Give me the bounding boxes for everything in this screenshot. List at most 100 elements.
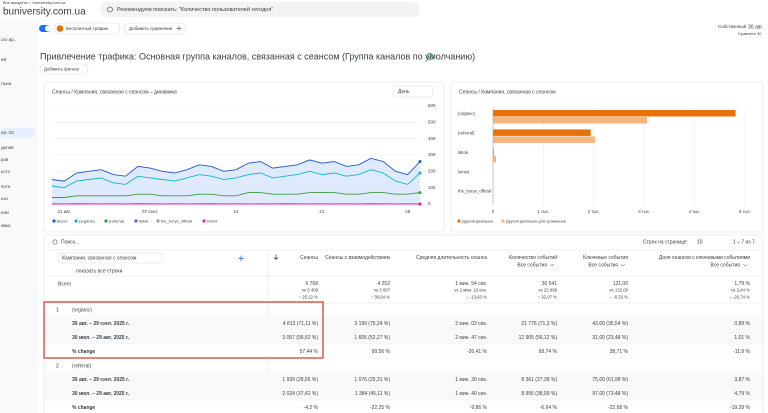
property-name[interactable]: buniversity.com.ua <box>3 7 86 18</box>
sidebar-item[interactable]: делав <box>1 145 14 150</box>
breadcrumb[interactable]: Все аккаунты > buniversity.com.ua <box>3 0 66 5</box>
legend-swatch <box>74 219 78 223</box>
bar <box>493 129 591 136</box>
row-label: % change <box>72 405 96 411</box>
legend-label: Всего <box>57 218 68 223</box>
sidebar-item[interactable]: ьсто <box>1 169 11 174</box>
row-label: 30 авг. – 29 сент. 2025 г. <box>72 321 130 327</box>
x-tick-label: 21 <box>319 209 325 214</box>
row-cell: 1,01 % <box>734 335 750 341</box>
row-cell: 3 057 (56,52 %) <box>282 335 318 341</box>
segment-chip[interactable] <box>53 22 121 35</box>
dropdown-caret <box>742 263 748 267</box>
sidebar-item[interactable]: ров <box>1 157 9 162</box>
row-bg <box>44 345 763 358</box>
total-cell: 1,79 % <box>734 281 750 287</box>
end-dot <box>418 171 422 175</box>
row-cell: 1 384 (45,11 %) <box>355 391 391 397</box>
y-tick-label: 400 <box>428 136 436 141</box>
x-tick-label: 3 тыс. <box>638 209 650 214</box>
row-index: 2 <box>56 363 59 369</box>
sidebar-item[interactable]: ого вр... <box>1 37 17 42</box>
sidebar-item[interactable]: поте <box>1 184 11 189</box>
row-cell: 68,74 % <box>539 349 558 355</box>
granularity-select[interactable] <box>392 85 434 98</box>
page-title: Привлечение трафика: Основная группа кан… <box>40 51 475 61</box>
show-all[interactable]: показать все строки <box>76 269 123 275</box>
sidebar-active <box>0 128 36 138</box>
dimension-select[interactable] <box>57 252 163 264</box>
column-header[interactable]: Сеансы <box>300 255 318 261</box>
row-cell: 0,89 % <box>734 321 750 327</box>
row-cell: 8 361 (27,38 %) <box>521 377 557 383</box>
column-subheader[interactable]: Все события <box>710 262 740 268</box>
row-bg <box>44 401 763 413</box>
row-cell: 2 024 (37,42 %) <box>282 391 318 397</box>
sidebar-item[interactable]: ьзо <box>1 196 8 201</box>
total-cell: 1 мин. 54 сек. <box>455 281 487 287</box>
row-cell: 2 мин. 03 сек. <box>455 321 487 327</box>
row-cell: -22,68 % <box>608 405 629 411</box>
check-icon <box>426 53 434 60</box>
add-filter[interactable] <box>39 63 89 75</box>
chip-label[interactable]: Бесплатный трафик <box>66 25 108 31</box>
sidebar-item[interactable]: авко <box>1 223 11 228</box>
add-dimension[interactable] <box>238 255 244 262</box>
column-header[interactable]: Количество событий <box>509 254 557 261</box>
legend-swatch <box>156 219 160 223</box>
x-tick-label: 5 тыс. <box>739 209 751 214</box>
total-cell: vs 22 999 <box>538 288 557 293</box>
row-cell: 4 813 (71,11 %) <box>283 321 319 327</box>
legend-label: the_borys_official <box>161 218 192 223</box>
add-compare[interactable] <box>123 22 187 35</box>
add-filter-label[interactable]: Добавить фильтр <box>44 66 79 71</box>
row-cell: 3 199 (75,24 %) <box>354 321 390 327</box>
total-cell: ↑ 32,97 % <box>538 295 557 300</box>
legend-label: lxmint <box>207 218 218 223</box>
page-size[interactable]: 10 <box>697 240 703 246</box>
column-subheader[interactable]: Все события <box>588 262 618 268</box>
x-tick-label: 28 <box>405 209 411 214</box>
row-label: % change <box>72 349 96 355</box>
add-compare-label[interactable]: Добавить сравнение <box>129 26 173 31</box>
dropdown-caret <box>620 263 626 267</box>
sidebar-item[interactable]: или <box>1 210 9 215</box>
date-range[interactable]: 30 авг. <box>748 24 763 30</box>
column-header[interactable]: Доля сеансов с ключевыми событиями <box>659 255 750 261</box>
column-header[interactable]: Ключевые события <box>583 255 628 261</box>
rows-label: Строк на странице: <box>643 240 688 246</box>
row-label: 30 июл. – 29 авг. 2025 г. <box>72 391 130 397</box>
sidebar-item[interactable]: ей <box>1 56 7 62</box>
bar <box>493 148 494 156</box>
table-search[interactable]: Поиск... <box>61 240 79 246</box>
column-subheader[interactable]: Все события <box>517 262 547 268</box>
row-cell: 4,79 % <box>734 391 750 397</box>
search-box[interactable] <box>100 2 420 17</box>
line-chart-title: Сеансы / Кампания, связанная с сеансом –… <box>52 89 177 95</box>
line <box>51 169 421 189</box>
legend-label: tiktok <box>139 218 148 223</box>
x-tick-label: 14 <box>233 209 239 214</box>
total-cell: ↓ -13,63 % <box>466 295 487 300</box>
y-category-label: tiktok <box>458 150 469 155</box>
row-cell: 97,00 (73,48 %) <box>592 391 628 397</box>
legend-swatch <box>52 219 56 223</box>
line <box>51 157 421 182</box>
row-cell: 21 776 (71,3 %) <box>521 321 557 327</box>
total-cell: ↑ 38,64 % <box>371 295 390 300</box>
row-bg <box>44 373 763 386</box>
search-placeholder[interactable]: Рекомендуем поискать: "Количество пользо… <box>117 6 273 13</box>
sort-arrow <box>273 254 279 260</box>
row-cell: 2 мин. 47 сек. <box>455 335 487 341</box>
row-cell: -26,41 % <box>467 349 488 355</box>
row-cell: 99,56 % <box>372 349 391 355</box>
sidebar-item[interactable]: льна <box>1 81 11 86</box>
check-mark <box>428 55 432 59</box>
dimension-label[interactable]: Кампания, связанная с сеансом <box>62 256 137 262</box>
granularity-label[interactable]: День <box>398 89 410 95</box>
end-dot <box>418 160 422 164</box>
total-cell: 121,00 <box>613 281 629 287</box>
column-header[interactable]: Сеансы с взаимодействием <box>325 254 390 261</box>
column-header[interactable]: Средняя длительность сеанса <box>416 255 487 261</box>
sidebar-item[interactable]: на: Ос <box>1 130 15 135</box>
